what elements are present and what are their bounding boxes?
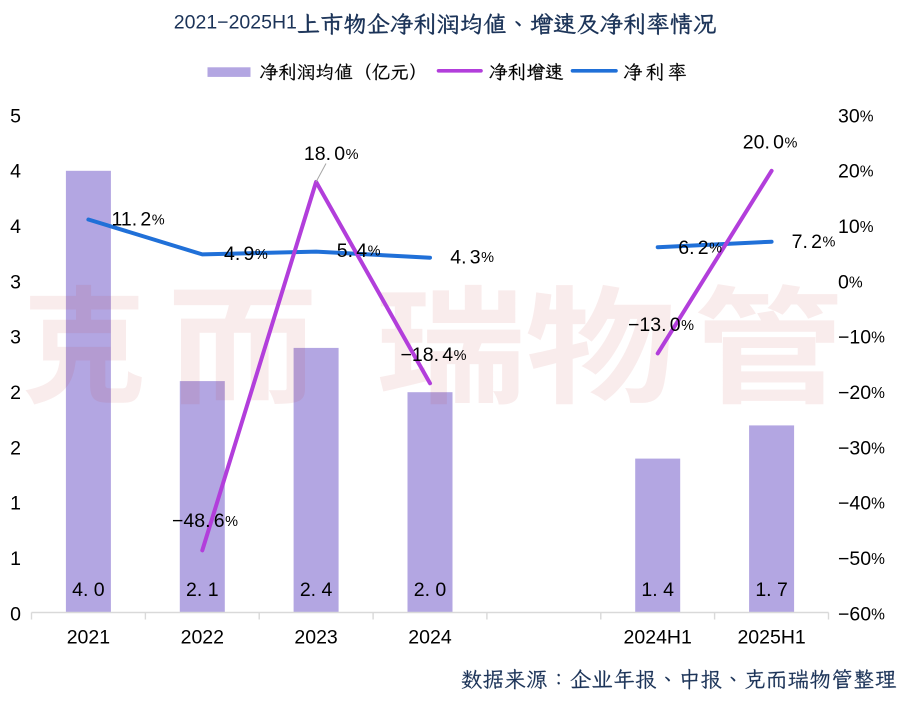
svg-text:2. 4: 2. 4 xyxy=(300,579,333,601)
svg-text:−10%: −10% xyxy=(838,327,885,349)
svg-text:2: 2 xyxy=(10,437,21,459)
svg-text:5: 5 xyxy=(10,105,21,127)
svg-text:1: 1 xyxy=(10,493,21,515)
svg-text:7. 2%: 7. 2% xyxy=(792,231,836,253)
svg-text:−30%: −30% xyxy=(838,437,885,459)
svg-text:4. 0: 4. 0 xyxy=(72,579,105,601)
svg-text:2023: 2023 xyxy=(294,627,337,649)
svg-text:11. 2%: 11. 2% xyxy=(112,209,165,231)
svg-text:10%: 10% xyxy=(838,216,874,238)
svg-text:−48. 6%: −48. 6% xyxy=(172,510,238,532)
svg-text:2. 1: 2. 1 xyxy=(186,579,219,601)
svg-text:20. 0%: 20. 0% xyxy=(743,132,798,154)
svg-text:−40%: −40% xyxy=(838,493,885,515)
svg-text:2021−2025H1: 2021−2025H1 xyxy=(174,12,297,34)
svg-text:6. 2%: 6. 2% xyxy=(678,237,722,259)
svg-text:4: 4 xyxy=(10,216,21,238)
svg-text:2021: 2021 xyxy=(67,627,110,649)
svg-text:20%: 20% xyxy=(838,161,874,183)
svg-text:0: 0 xyxy=(10,603,21,625)
svg-text:1. 7: 1. 7 xyxy=(755,579,788,601)
svg-text:−60%: −60% xyxy=(838,603,885,625)
svg-text:−20%: −20% xyxy=(838,382,885,404)
svg-text:−13. 0%: −13. 0% xyxy=(628,314,694,336)
svg-text:4. 9%: 4. 9% xyxy=(224,243,268,265)
svg-text:18. 0%: 18. 0% xyxy=(304,143,359,165)
svg-text:2. 0: 2. 0 xyxy=(414,579,447,601)
svg-text:5. 4%: 5. 4% xyxy=(337,240,381,262)
svg-text:1. 4: 1. 4 xyxy=(641,579,674,601)
svg-text:−50%: −50% xyxy=(838,548,885,570)
svg-text:3: 3 xyxy=(10,271,21,293)
svg-text:2025H1: 2025H1 xyxy=(737,627,805,649)
svg-text:30%: 30% xyxy=(838,105,874,127)
svg-text:2022: 2022 xyxy=(181,627,224,649)
svg-text:4. 3%: 4. 3% xyxy=(450,246,494,268)
svg-text:3: 3 xyxy=(10,327,21,349)
svg-text:1: 1 xyxy=(10,548,21,570)
svg-text:4: 4 xyxy=(10,161,21,183)
svg-text:0%: 0% xyxy=(838,271,863,293)
svg-text:2024H1: 2024H1 xyxy=(624,627,692,649)
svg-text:2: 2 xyxy=(10,382,21,404)
svg-text:2024: 2024 xyxy=(408,627,452,649)
svg-text:−18. 4%: −18. 4% xyxy=(401,344,467,366)
